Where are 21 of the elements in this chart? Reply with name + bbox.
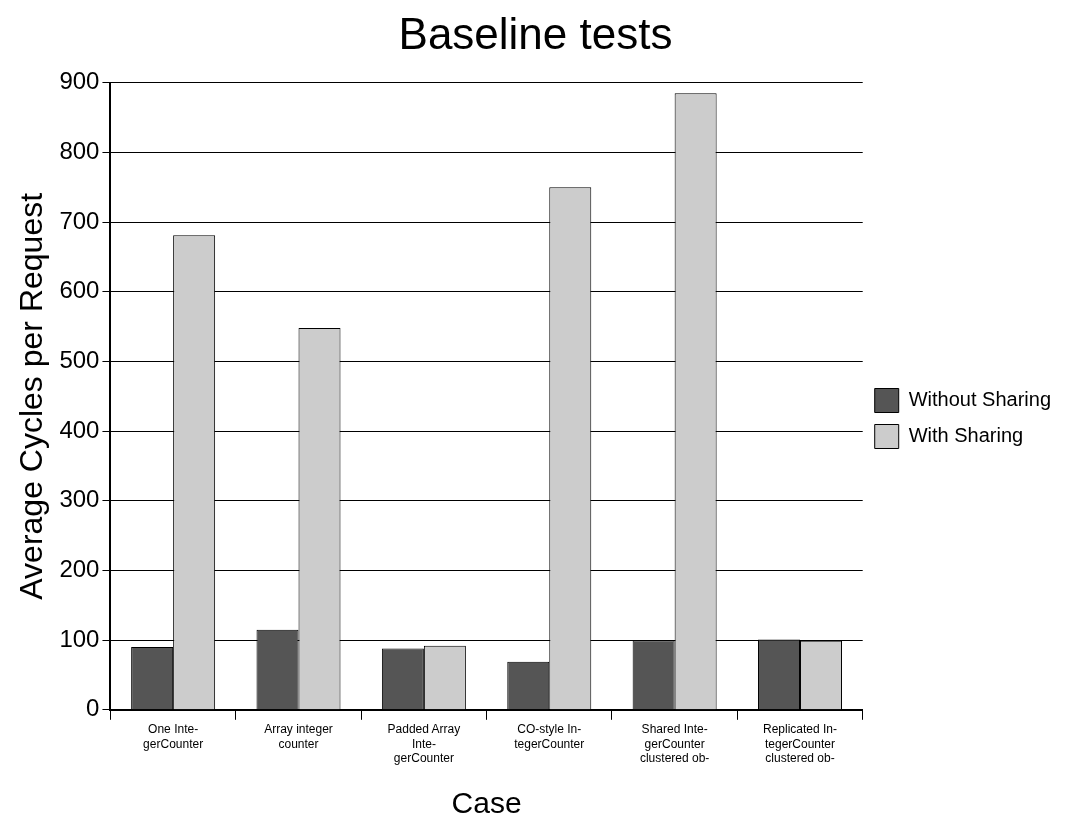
- y-tick-label: 0: [86, 694, 100, 722]
- y-tick-label: 800: [59, 137, 100, 165]
- x-tick-label: CO-style In- tegerCounter: [514, 722, 585, 751]
- x-tick-label: Array integer counter: [264, 722, 333, 751]
- y-tick-label: 400: [59, 415, 100, 443]
- x-tick-label: One Inte- gerCounter: [143, 722, 204, 751]
- legend-label: With Sharing: [908, 424, 1024, 447]
- y-tick-label: 100: [59, 624, 100, 652]
- legend-label: Without Sharing: [908, 388, 1051, 411]
- y-tick-label: 300: [59, 485, 100, 513]
- x-axis-title: Case: [451, 786, 522, 820]
- chart-title: Baseline tests: [398, 8, 673, 58]
- y-tick-label: 700: [59, 206, 100, 234]
- x-tick-label: Shared Inte- gerCounter clustered ob-: [639, 722, 710, 766]
- x-tick-label: Replicated In- tegerCounter clustered ob-: [762, 722, 838, 766]
- y-tick-label: 600: [59, 276, 100, 304]
- x-tick-label: Padded Array Inte- gerCounter: [387, 722, 461, 766]
- y-axis-title: Average Cycles per Request: [13, 192, 50, 600]
- y-tick-label: 500: [59, 346, 100, 374]
- y-tick-label: 200: [59, 555, 100, 583]
- y-tick-label: 900: [59, 67, 100, 95]
